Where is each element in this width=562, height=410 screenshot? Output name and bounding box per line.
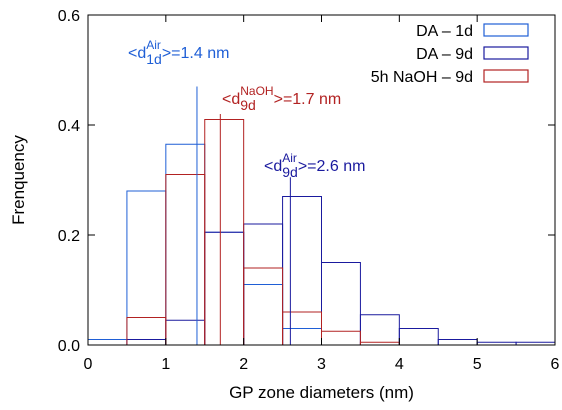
legend-swatch: [483, 46, 529, 60]
histogram-bar-series-1-bin-4: [204, 231, 245, 346]
x-axis-label: GP zone diameters (nm): [229, 383, 414, 402]
legend-swatch: [483, 23, 529, 37]
histogram-bar-series-1-bin-2: [126, 190, 167, 346]
histogram-bar-series-3-bin-2: [165, 174, 206, 346]
y-tick-labels: 0.0 0.2 0.4 0.6: [58, 8, 80, 355]
y-tick-label: 0.2: [58, 228, 80, 245]
mean-air-9d-label: <dAir 9d>=2.6 nm: [264, 151, 365, 180]
histogram-bar-series-3-bin-6: [321, 330, 361, 346]
mean-air-1d-label: <dAir 1d>=1.4 nm: [128, 38, 229, 67]
x-tick-label: 2: [239, 356, 248, 373]
histogram-bars: [87, 119, 556, 346]
legend-label: DA – 1d: [416, 23, 473, 40]
histogram-bar-series-2-bin-2: [165, 319, 206, 346]
histogram-bar-series-2-bin-6: [321, 262, 361, 346]
legend: DA – 1d DA – 9d 5h NaOH – 9d: [371, 23, 529, 86]
y-tick-label: 0.0: [58, 338, 80, 355]
x-tick-label: 4: [395, 356, 404, 373]
x-tick-label: 1: [161, 356, 170, 373]
histogram-bar-series-1-bin-1: [87, 339, 128, 346]
histogram-bar-series-2-bin-9: [437, 339, 478, 346]
histogram-bar-series-2-bin-1: [126, 339, 167, 346]
histogram-bar-series-3-bin-4: [243, 267, 284, 346]
x-tick-label: 5: [473, 356, 482, 373]
histogram-bar-series-2-bin-8: [398, 328, 439, 346]
histogram-bar-series-3-bin-1: [126, 317, 167, 346]
x-tick-label: 3: [317, 356, 326, 373]
x-tick-label: 0: [84, 356, 93, 373]
mean-naoh-9d-label: <dNaOH 9d >=1.7 nm: [222, 84, 341, 113]
legend-label: 5h NaOH – 9d: [371, 69, 473, 86]
histogram-bar-series-2-bin-7: [359, 314, 400, 346]
axis-ticks: [87, 14, 556, 346]
histogram-bar-series-1-bin-5: [243, 284, 284, 346]
x-tick-labels: 0 1 2 3 4 5 6: [84, 356, 560, 373]
y-tick-label: 0.4: [58, 118, 80, 135]
histogram-bar-series-2-bin-5: [282, 196, 323, 346]
y-tick-label: 0.6: [58, 8, 80, 25]
mean-annotations: <dAir 1d>=1.4 nm <dNaOH 9d >=1.7 nm <dAir 9d>=…: [128, 38, 365, 180]
histogram-bar-series-2-bin-3: [204, 231, 245, 346]
histogram-bar-series-1-bin-6: [282, 328, 323, 346]
mean-lines: [196, 86, 291, 345]
legend-swatch: [483, 69, 529, 83]
legend-label: DA – 9d: [416, 46, 473, 63]
y-axis-label: Frenquency: [9, 135, 28, 225]
x-tick-label: 6: [551, 356, 560, 373]
